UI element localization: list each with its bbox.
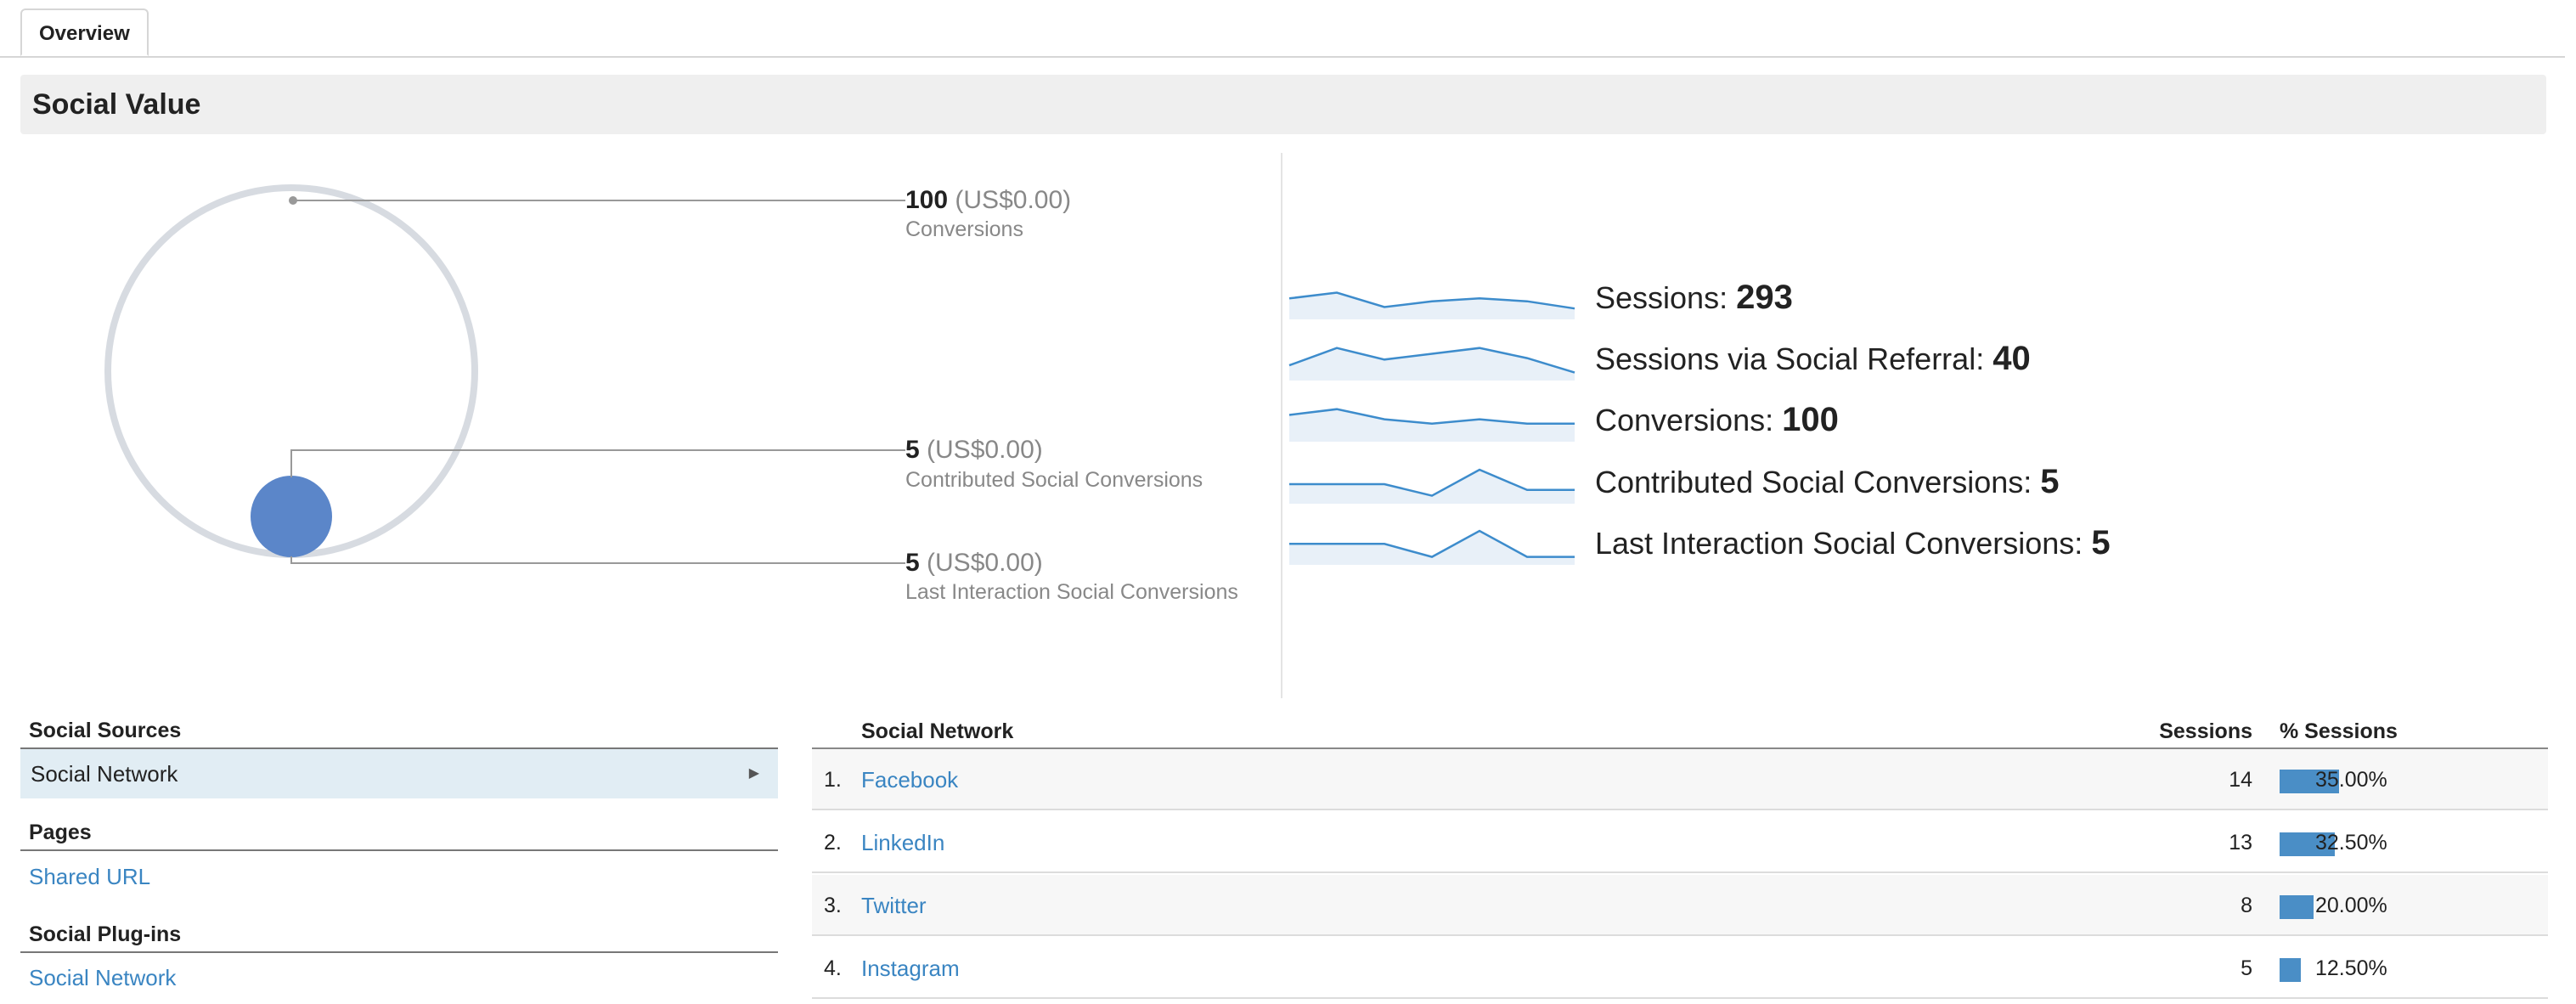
sparkline-2 xyxy=(1288,408,1575,442)
sessions-value: 8 xyxy=(2241,894,2252,917)
pct-sessions-bar xyxy=(2280,895,2314,919)
sparkline-3 xyxy=(1289,468,1575,504)
social-sources-item-social-network[interactable]: Social Network ▶ xyxy=(20,749,778,798)
sessions-value: 14 xyxy=(2229,768,2252,792)
sessions-value: 13 xyxy=(2229,831,2252,855)
metric-label: Sessions: xyxy=(1595,280,1728,315)
plugins-social-network-link[interactable]: Social Network xyxy=(29,965,177,990)
metric-value: 5 xyxy=(2091,524,2111,561)
conversion-visualization xyxy=(104,184,905,564)
tab-bar: Overview xyxy=(0,0,2565,58)
metric-2: Conversions: 100 xyxy=(1595,401,1839,439)
social-sources-item-label: Social Network xyxy=(31,761,178,787)
contributed-conversions-currency: (US$0.00) xyxy=(927,436,1043,464)
metric-4: Last Interaction Social Conversions: 5 xyxy=(1595,524,2111,562)
sparkline-line xyxy=(1289,468,1575,497)
social-sources-rule xyxy=(20,747,778,749)
metric-1: Sessions via Social Referral: 40 xyxy=(1595,340,2031,378)
total-conversions-value: 100 (US$0.00) xyxy=(905,185,1071,216)
sessions-value: 5 xyxy=(2241,956,2252,980)
connector-contributed xyxy=(290,449,905,477)
sparkline-line xyxy=(1289,529,1575,558)
metric-label: Sessions via Social Referral: xyxy=(1595,341,1985,376)
metric-value: 100 xyxy=(1782,401,1839,438)
table-row: 4. Instagram 5 12.50% xyxy=(812,938,2548,999)
total-conversions-number: 100 xyxy=(905,186,949,214)
network-link[interactable]: Twitter xyxy=(861,893,927,918)
network-link[interactable]: Facebook xyxy=(861,767,959,792)
pages-heading: Pages xyxy=(29,821,92,844)
total-conversions-label: Conversions xyxy=(905,217,1023,241)
row-index: 2. xyxy=(824,831,842,855)
last-interaction-conversions-label: Last Interaction Social Conversions xyxy=(905,580,1238,604)
sparkline-area xyxy=(1289,531,1575,565)
column-header-sessions[interactable]: Sessions xyxy=(2159,719,2252,743)
table-header-rule xyxy=(812,747,2548,749)
row-index: 3. xyxy=(824,894,842,917)
network-link[interactable]: Instagram xyxy=(861,956,960,981)
shared-url-link[interactable]: Shared URL xyxy=(29,864,151,889)
sparkline-line xyxy=(1288,291,1575,310)
sparkline-area xyxy=(1289,347,1575,381)
metric-value: 40 xyxy=(1993,340,2031,377)
chevron-right-icon: ▶ xyxy=(748,766,759,781)
social-plugins-heading: Social Plug-ins xyxy=(29,922,182,946)
sparkline-1 xyxy=(1288,347,1575,381)
column-header-social-network[interactable]: Social Network xyxy=(861,719,1014,743)
pct-sessions-bar xyxy=(2280,832,2335,856)
sparkline-4 xyxy=(1289,529,1575,565)
table-row: 1. Facebook 14 35.00% xyxy=(812,749,2548,810)
network-link[interactable]: LinkedIn xyxy=(861,830,945,855)
column-header-pct-sessions[interactable]: % Sessions xyxy=(2280,719,2398,743)
pct-sessions-value: 32.50% xyxy=(2315,831,2387,855)
pct-sessions-value: 12.50% xyxy=(2315,956,2387,980)
table-row: 2. LinkedIn 13 32.50% xyxy=(812,812,2548,873)
last-interaction-conversions-currency: (US$0.00) xyxy=(927,549,1043,577)
sparkline-area xyxy=(1289,409,1575,442)
metric-0: Sessions: 293 xyxy=(1595,279,1793,317)
pct-sessions-bar xyxy=(2280,958,2301,982)
sparkline-line xyxy=(1288,408,1575,425)
section-title: Social Value xyxy=(20,75,2546,134)
pct-sessions-value: 20.00% xyxy=(2315,894,2387,917)
social-conversions-circle xyxy=(251,476,332,557)
pct-sessions-value: 35.00% xyxy=(2315,768,2387,792)
sparkline-0 xyxy=(1288,291,1575,319)
last-interaction-conversions-value: 5 (US$0.00) xyxy=(905,548,1043,578)
row-index: 1. xyxy=(824,768,842,792)
metric-value: 5 xyxy=(2040,463,2060,500)
contributed-conversions-number: 5 xyxy=(905,436,920,464)
metric-label: Conversions: xyxy=(1595,403,1774,437)
metric-value: 293 xyxy=(1736,279,1793,316)
contributed-conversions-value: 5 (US$0.00) xyxy=(905,435,1043,465)
contributed-conversions-label: Contributed Social Conversions xyxy=(905,468,1203,492)
panel-divider xyxy=(1281,153,1282,698)
total-conversions-currency: (US$0.00) xyxy=(955,186,1072,214)
social-sources-heading: Social Sources xyxy=(29,719,182,742)
pages-rule xyxy=(20,849,778,851)
metric-3: Contributed Social Conversions: 5 xyxy=(1595,463,2060,501)
metric-label: Last Interaction Social Conversions: xyxy=(1595,526,2083,561)
last-interaction-conversions-number: 5 xyxy=(905,549,920,577)
metric-label: Contributed Social Conversions: xyxy=(1595,465,2032,499)
sparkline-area xyxy=(1289,470,1575,504)
connector-last-interaction xyxy=(290,556,905,564)
row-index: 4. xyxy=(824,956,842,980)
pct-sessions-bar xyxy=(2280,770,2339,793)
social-plugins-rule xyxy=(20,951,778,953)
sparkline-area xyxy=(1289,292,1575,319)
sparkline-line xyxy=(1288,347,1575,374)
tab-overview[interactable]: Overview xyxy=(20,8,149,56)
table-row: 3. Twitter 8 20.00% xyxy=(812,875,2548,936)
